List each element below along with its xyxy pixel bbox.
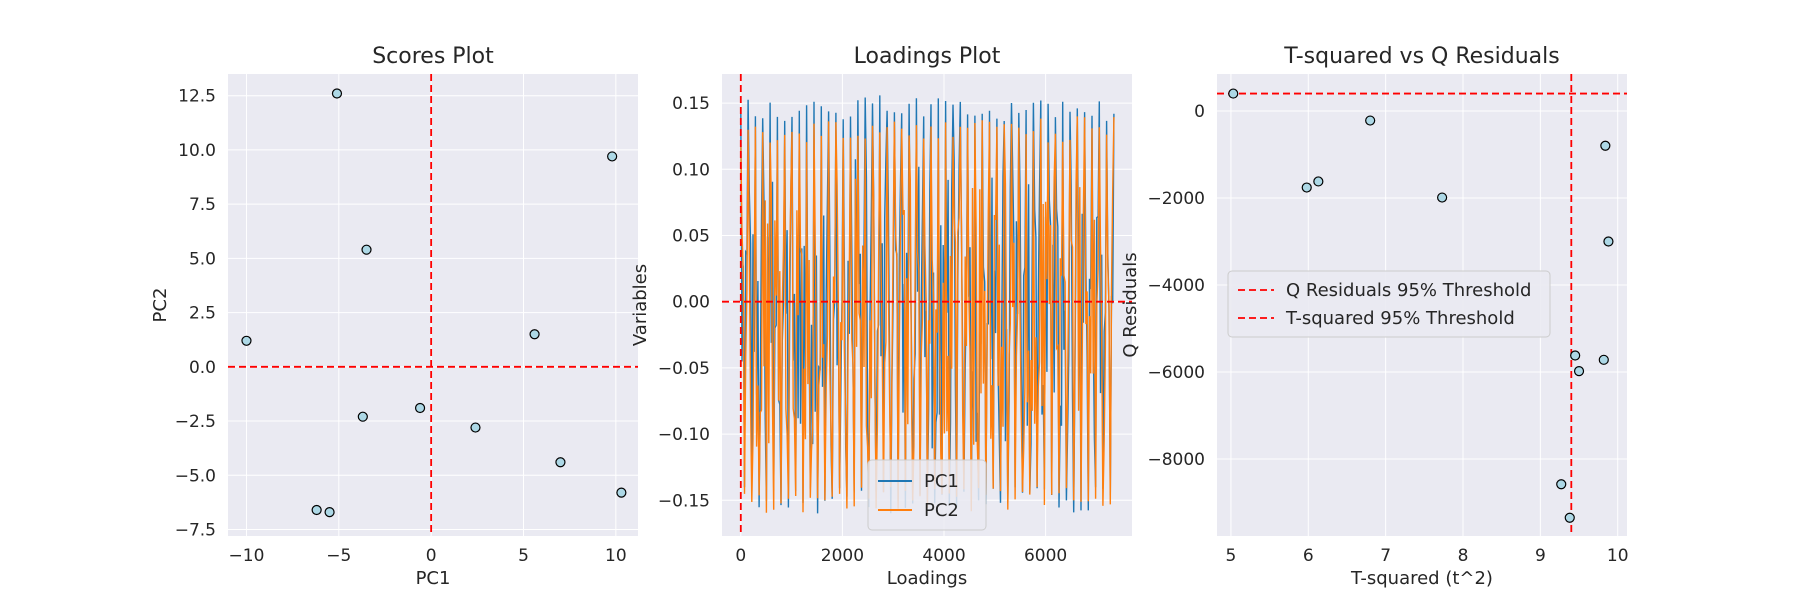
scores-plot-points	[241, 88, 627, 518]
scores-plot-y-tick-label: −7.5	[175, 520, 216, 540]
tsquared-q-plot-point	[1365, 115, 1376, 126]
scores-plot-y-tick-label: 2.5	[189, 304, 216, 324]
loadings-plot-y-tick-label: 0.15	[672, 94, 710, 114]
scores-plot-title: Scores Plot	[372, 44, 494, 69]
loadings-plot-y-tick-label: −0.15	[658, 491, 710, 511]
scores-plot-x-label: PC1	[416, 568, 451, 589]
tsquared-q-plot-x-tick-label: 7	[1380, 546, 1391, 566]
scores-plot-y-ticks: −7.5 −5.0 −2.5 0.0 2.5 5.0 7.5 10.0 12.5	[175, 87, 216, 541]
tsquared-q-plot-x-tick-label: 6	[1303, 546, 1314, 566]
tsquared-q-plot-y-ticks: −8000 −6000 −4000 −2000 0	[1147, 102, 1205, 470]
tsquared-q-plot-y-tick-label: −8000	[1147, 450, 1205, 470]
scores-plot-y-label: PC2	[150, 288, 171, 323]
tsquared-q-plot-point	[1600, 140, 1611, 151]
tsquared-q-plot-x-tick-label: 8	[1458, 546, 1469, 566]
tsquared-legend-label: T-squared 95% Threshold	[1285, 308, 1515, 329]
tsquared-q-plot-point	[1603, 236, 1614, 247]
loadings-plot-x-ticks: 0 2000 4000 6000	[735, 546, 1067, 566]
scores-plot-y-tick-label: 7.5	[189, 195, 216, 215]
loadings-legend-box	[867, 459, 987, 531]
loadings-plot-y-label: Variables	[630, 264, 651, 346]
scores-plot-point	[357, 411, 368, 422]
loadings-plot-y-tick-label: −0.05	[658, 359, 710, 379]
tsquared-q-plot-x-ticks: 5 6 7 8 9 10	[1226, 546, 1629, 566]
tsquared-q-plot-point	[1437, 192, 1448, 203]
scores-plot-point	[616, 487, 627, 498]
tsquared-q-plot-x-label: T-squared (t^2)	[1350, 568, 1493, 589]
loadings-plot-x-tick-label: 0	[735, 546, 746, 566]
scores-plot-point	[607, 151, 618, 162]
scores-plot-y-tick-label: −2.5	[175, 412, 216, 432]
tsquared-q-plot-grid	[1217, 74, 1627, 536]
tsquared-q-plot-y-label: Q Residuals	[1120, 252, 1141, 357]
tsquared-legend-box	[1227, 270, 1551, 338]
tsquared-q-plot-point	[1556, 479, 1567, 490]
tsquared-q-plot-y-tick-label: −2000	[1147, 189, 1205, 209]
scores-plot-y-tick-label: 0.0	[189, 358, 216, 378]
tsquared-q-plot-y-tick-label: −6000	[1147, 363, 1205, 383]
loadings-legend-label-pc1: PC1	[924, 471, 959, 492]
loadings-plot-y-tick-label: 0.05	[672, 227, 710, 247]
scores-plot-point	[529, 329, 540, 340]
tsquared-q-plot-point	[1564, 512, 1575, 523]
scores-plot: −10 −5 0 5 10 −7.5 −5.0 −2.5 0.0 2.5 5.0 7.5 10.0 12…	[150, 44, 638, 589]
scores-plot-background	[228, 74, 638, 536]
scores-plot-y-tick-label: −5.0	[175, 466, 216, 486]
scores-plot-point	[311, 504, 322, 516]
loadings-plot-title: Loadings Plot	[854, 44, 1001, 69]
tsquared-q-plot-y-tick-label: 0	[1194, 102, 1205, 122]
scores-plot-point	[361, 244, 372, 255]
loadings-plot-reference-lines	[722, 74, 1132, 536]
tsquared-q-plot-point	[1570, 350, 1581, 361]
tsquared-legend-label: Q Residuals 95% Threshold	[1286, 280, 1531, 301]
tsquared-q-plot-point	[1313, 176, 1324, 187]
tsquared-q-plot-x-tick-label: 9	[1535, 546, 1546, 566]
scores-plot-x-tick-label: 10	[605, 546, 627, 566]
loadings-plot-x-tick-label: 2000	[821, 546, 864, 566]
tsquared-q-plot-threshold-lines	[1217, 74, 1627, 536]
scores-plot-x-ticks: −10 −5 0 5 10	[229, 546, 627, 566]
tsquared-q-plot-x-tick-label: 5	[1226, 546, 1237, 566]
tsquared-q-plot-point	[1228, 88, 1239, 99]
tsquared-q-plot-legend: Q Residuals 95% Threshold T-squared 95% T…	[1227, 270, 1551, 338]
loadings-plot-x-label: Loadings	[887, 568, 967, 589]
scores-plot-point	[470, 422, 481, 433]
scores-plot-x-tick-label: 5	[518, 546, 529, 566]
scores-plot-y-tick-label: 5.0	[189, 249, 216, 269]
scores-plot-y-tick-label: 12.5	[178, 87, 216, 107]
tsquared-q-plot-points	[1228, 88, 1614, 523]
scores-plot-x-tick-label: −10	[229, 546, 265, 566]
scores-plot-point	[414, 402, 426, 414]
tsquared-q-plot-x-tick-label: 10	[1607, 546, 1629, 566]
tsquared-q-plot-y-tick-label: −4000	[1147, 276, 1205, 296]
scores-plot-point	[241, 335, 252, 346]
loadings-plot-x-tick-label: 6000	[1024, 546, 1067, 566]
scores-plot-y-tick-label: 10.0	[178, 141, 216, 161]
scores-plot-x-tick-label: −5	[326, 546, 351, 566]
tsquared-q-plot-point	[1598, 354, 1609, 365]
tsquared-q-plot-point	[1301, 182, 1312, 193]
loadings-plot-y-ticks: −0.15 −0.10 −0.05 0.00 0.05 0.10 0.15	[658, 94, 710, 511]
loadings-legend-label-pc2: PC2	[924, 500, 959, 521]
scores-plot-point	[555, 457, 566, 468]
tsquared-q-plot: 5 6 7 8 9 10 −8000 −6000 −4000 −2000 0 Q Residual…	[1120, 44, 1629, 589]
tsquared-q-plot-title: T-squared vs Q Residuals	[1283, 44, 1559, 69]
scores-plot-point	[331, 88, 343, 99]
scores-plot-point	[324, 507, 335, 518]
loadings-plot-y-tick-label: 0.10	[672, 160, 710, 180]
scores-plot-grid	[228, 74, 638, 536]
loadings-plot-y-tick-label: −0.10	[658, 425, 710, 445]
loadings-plot-y-tick-label: 0.00	[672, 293, 710, 313]
scores-plot-x-tick-label: 0	[426, 546, 437, 566]
loadings-plot-x-tick-label: 4000	[922, 546, 965, 566]
scores-plot-threshold-lines	[228, 74, 638, 536]
tsquared-q-plot-point	[1573, 366, 1585, 377]
loadings-plot: 0 2000 4000 6000 −0.15 −0.10 −0.05 0.00 0.05 0.1…	[630, 44, 1132, 589]
